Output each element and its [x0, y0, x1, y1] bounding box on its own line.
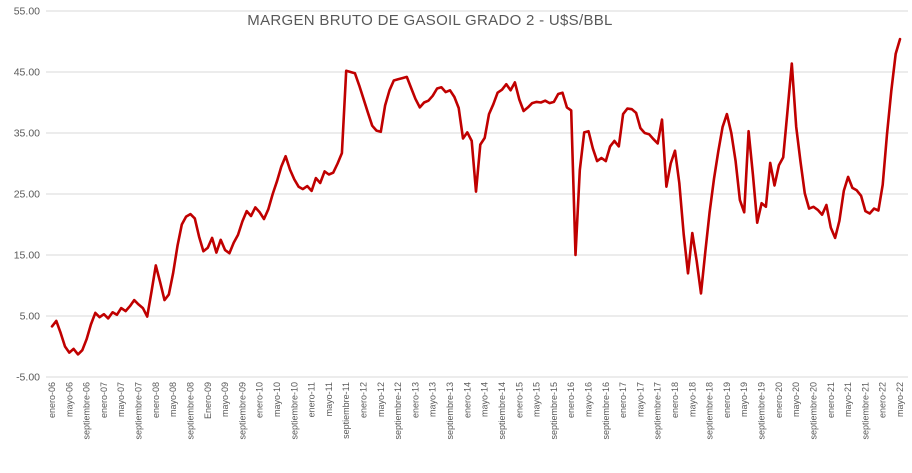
x-tick-label: mayo-06 — [64, 382, 74, 417]
x-tick-label: mayo-11 — [324, 382, 334, 416]
x-tick-label: septiembre-14 — [497, 382, 507, 440]
x-tick-label: mayo-17 — [635, 382, 645, 417]
x-tick-label: enero-10 — [255, 382, 265, 418]
x-tick-label: mayo-22 — [895, 382, 905, 417]
x-tick-label: enero-07 — [99, 382, 109, 418]
x-tick-label: mayo-13 — [428, 382, 438, 417]
x-tick-label: septiembre-21 — [860, 382, 870, 440]
x-tick-label: septiembre-09 — [237, 382, 247, 440]
x-tick-label: mayo-19 — [739, 382, 749, 417]
x-tick-label: septiembre-06 — [82, 382, 92, 440]
y-tick-label: 35.00 — [14, 128, 40, 140]
x-tick-label: septiembre-20 — [809, 382, 819, 440]
x-tick-label: mayo-10 — [272, 382, 282, 417]
x-tick-label: septiembre-08 — [185, 382, 195, 440]
x-tick-label: mayo-07 — [116, 382, 126, 417]
y-tick-label: 45.00 — [14, 67, 40, 79]
x-tick-label: septiembre-15 — [549, 382, 559, 440]
x-tick-label: septiembre-16 — [601, 382, 611, 440]
x-tick-label: enero-17 — [618, 382, 628, 418]
x-tick-label: Enero-09 — [203, 382, 213, 419]
x-tick-label: enero-18 — [670, 382, 680, 418]
x-tick-label: mayo-20 — [791, 382, 801, 417]
x-tick-label: mayo-16 — [584, 382, 594, 417]
x-tick-label: mayo-09 — [220, 382, 230, 417]
chart-title: MARGEN BRUTO DE GASOIL GRADO 2 - U$S/BBL — [247, 12, 613, 29]
y-tick-label: 5.00 — [20, 311, 41, 323]
x-tick-label: enero-13 — [410, 382, 420, 418]
x-tick-label: septiembre-11 — [341, 382, 351, 439]
x-tick-label: enero-15 — [514, 382, 524, 418]
x-tick-label: septiembre-18 — [705, 382, 715, 440]
series-line — [50, 37, 902, 356]
x-tick-label: mayo-14 — [480, 382, 490, 417]
x-tick-label: mayo-18 — [687, 382, 697, 417]
y-tick-label: -5.00 — [16, 372, 40, 384]
x-tick-label: enero-19 — [722, 382, 732, 418]
x-tick-label: septiembre-13 — [445, 382, 455, 440]
y-axis-labels: 55.00 45.00 35.00 25.00 15.00 5.00 -5.00 — [14, 6, 40, 384]
x-tick-label: septiembre-10 — [289, 382, 299, 440]
x-tick-label: mayo-12 — [376, 382, 386, 417]
x-tick-label: enero-06 — [47, 382, 57, 418]
y-tick-label: 25.00 — [14, 189, 40, 201]
x-tick-label: enero-12 — [359, 382, 369, 418]
x-tick-label: septiembre-17 — [653, 382, 663, 440]
x-tick-label: enero-08 — [151, 382, 161, 418]
y-tick-label: 15.00 — [14, 250, 40, 262]
x-tick-label: enero-16 — [566, 382, 576, 418]
x-tick-label: enero-20 — [774, 382, 784, 418]
gridlines — [46, 10, 908, 378]
x-tick-label: septiembre-12 — [393, 382, 403, 440]
x-tick-label: mayo-21 — [843, 382, 853, 417]
x-tick-label: enero-11 — [307, 382, 317, 417]
x-tick-label: enero-22 — [878, 382, 888, 418]
x-tick-label: mayo-15 — [532, 382, 542, 417]
x-tick-label: mayo-08 — [168, 382, 178, 417]
x-tick-label: septiembre-07 — [134, 382, 144, 440]
x-tick-label: enero-14 — [462, 382, 472, 418]
x-tick-label: enero-21 — [826, 382, 836, 418]
x-axis-labels: enero-06 mayo-06 septiembre-06 enero-07 mayo… — [47, 382, 905, 440]
y-tick-label: 55.00 — [14, 6, 40, 18]
x-tick-label: septiembre-19 — [757, 382, 767, 440]
